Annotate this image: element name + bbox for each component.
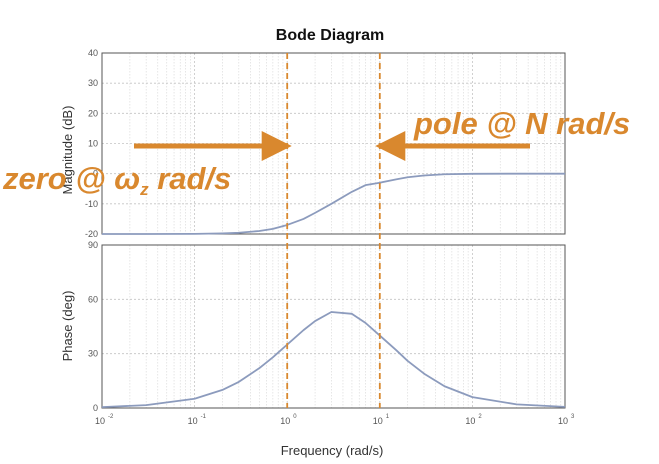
x-tick-labels: 10 -2 10 -1 10 0 10 1 10 2 10 3 xyxy=(95,414,575,426)
y-tick-label: 30 xyxy=(88,78,98,88)
x-tick-label: 10 xyxy=(465,416,475,426)
response-curve xyxy=(101,311,566,408)
x-tick-exponent: 2 xyxy=(478,414,482,420)
annotations: zero @ ωz rad/s pole @ N rad/s xyxy=(2,106,630,199)
y-tick-label: 90 xyxy=(88,240,98,250)
y-tick-label: 0 xyxy=(93,403,98,413)
x-tick-label: 10 xyxy=(95,416,105,426)
frequency-markers xyxy=(286,53,381,408)
response-curve xyxy=(102,172,565,235)
y-tick-label: 40 xyxy=(88,48,98,58)
y-tick-label: -20 xyxy=(85,229,98,239)
chart-title: Bode Diagram xyxy=(276,27,384,44)
x-tick-exponent: -1 xyxy=(201,414,207,420)
plot-frame xyxy=(101,244,566,409)
y-tick-label: 30 xyxy=(88,349,98,359)
y-axis-label: Phase (deg) xyxy=(60,291,75,362)
x-tick-exponent: -2 xyxy=(108,414,114,420)
y-axis-label: Magnitude (dB) xyxy=(60,106,75,195)
x-tick-label: 10 xyxy=(280,416,290,426)
pole-label: pole @ N rad/s xyxy=(413,106,630,141)
x-tick-exponent: 1 xyxy=(386,414,390,420)
x-tick-label: 10 xyxy=(558,416,568,426)
y-tick-label: -10 xyxy=(85,199,98,209)
x-tick-label: 10 xyxy=(188,416,198,426)
y-tick-label: 10 xyxy=(88,139,98,149)
x-tick-exponent: 3 xyxy=(571,414,575,420)
x-tick-label: 10 xyxy=(373,416,383,426)
plot-area xyxy=(102,245,565,408)
plot-frame xyxy=(101,52,566,235)
phase-panel: 90 60 30 0 Phase (deg) xyxy=(60,240,566,413)
x-tick-exponent: 0 xyxy=(293,414,297,420)
y-tick-label: 0 xyxy=(93,169,98,179)
x-axis-label: Frequency (rad/s) xyxy=(281,443,384,458)
zero-label: zero @ ωz rad/s xyxy=(2,161,231,199)
y-tick-label: 60 xyxy=(88,294,98,304)
y-tick-label: 20 xyxy=(88,108,98,118)
